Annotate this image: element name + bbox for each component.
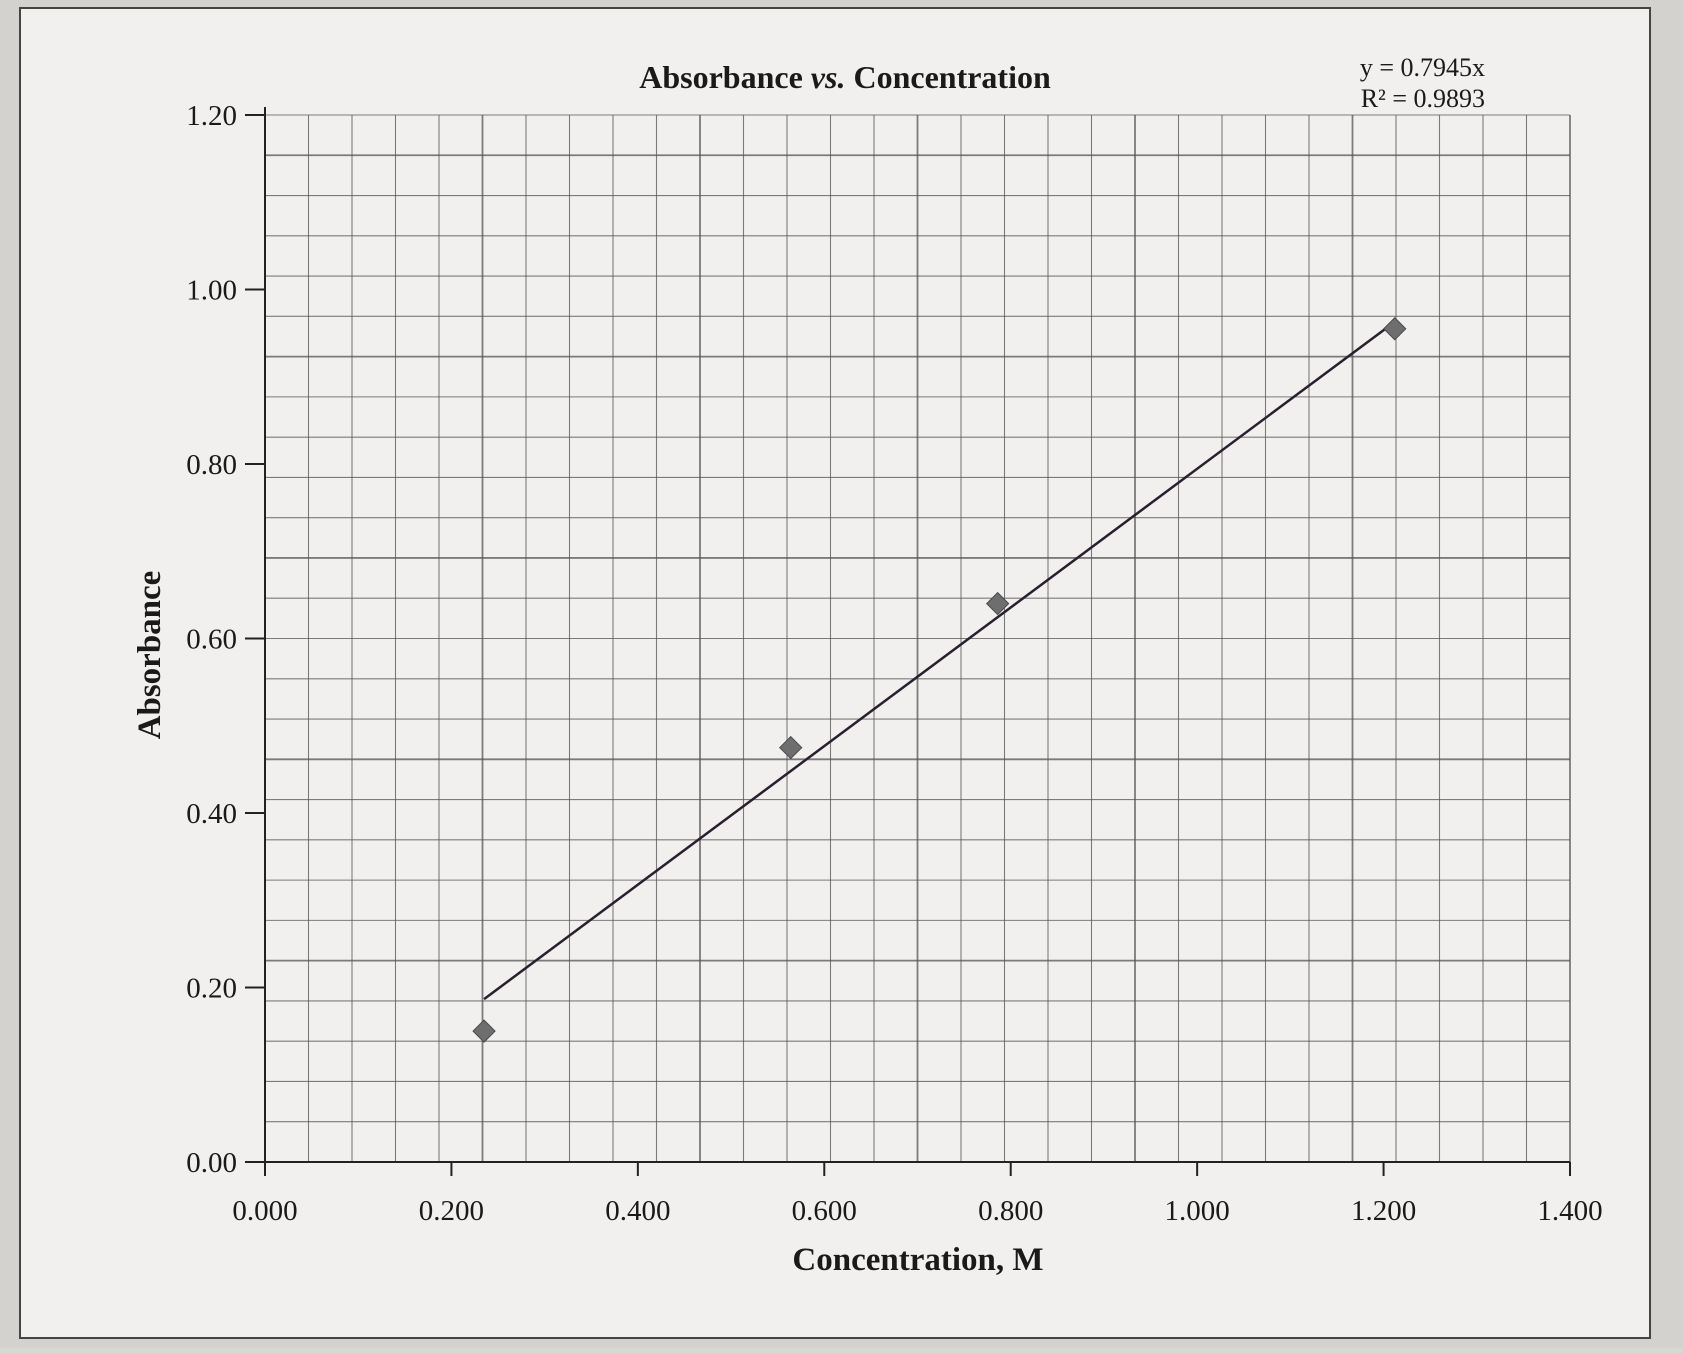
x-tick-label: 1.200 [1351, 1195, 1416, 1227]
data-point [472, 1019, 496, 1043]
x-tick-labels: 0.000 0.200 0.400 0.600 0.800 1.000 1.200 1.400 [232, 1162, 1603, 1227]
y-tick-label: 0.60 [186, 624, 237, 656]
y-tick-label: 0.80 [186, 449, 237, 481]
y-axis-title: Absorbance [132, 571, 168, 740]
trendline-r-squared: R² = 0.9893 [1361, 84, 1485, 113]
chart-title-rest: Concentration [845, 59, 1051, 95]
x-tick-label: 0.400 [605, 1195, 670, 1227]
x-tick-label: 0.200 [419, 1195, 484, 1227]
trendline [483, 320, 1396, 1001]
y-tick-label: 1.00 [186, 275, 237, 307]
data-point [985, 591, 1010, 616]
data-points [472, 317, 1407, 1043]
trendline-group [483, 320, 1396, 1001]
x-tick-label: 0.600 [792, 1195, 857, 1227]
x-tick-label: 0.800 [978, 1195, 1043, 1227]
y-tick-label: 0.20 [186, 973, 237, 1005]
x-tick-label: 0.000 [232, 1195, 297, 1227]
y-tick-labels: 0.00 0.20 0.40 0.60 0.80 1.00 1.20 [186, 100, 265, 1179]
y-tick-label: 0.40 [186, 798, 237, 830]
chart-border [19, 7, 1651, 1339]
chart-title: Absorbance vs. Concentration [639, 59, 1051, 95]
chart-title-vs: vs. [811, 59, 846, 95]
trendline-equation: y = 0.7945x [1360, 53, 1485, 82]
chart-title-main: Absorbance [639, 59, 811, 95]
x-tick-label: 1.400 [1537, 1195, 1602, 1227]
data-point [779, 735, 803, 760]
x-axis-title: Concentration, M [792, 1242, 1043, 1278]
y-tick-label: 1.20 [186, 100, 237, 132]
data-point [1383, 317, 1407, 341]
x-tick-label: 1.000 [1165, 1195, 1230, 1227]
y-tick-label: 0.00 [186, 1147, 237, 1179]
